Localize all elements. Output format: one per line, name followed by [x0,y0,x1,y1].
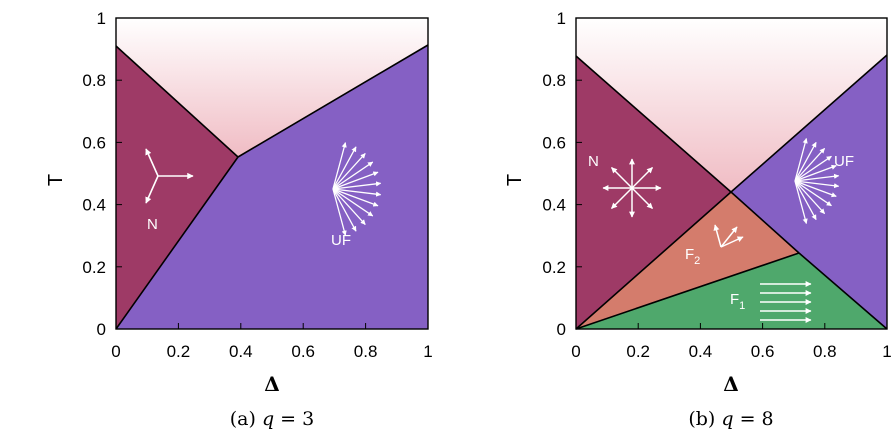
phase-label-uf-b: UF [834,153,854,170]
arrow-line [332,188,374,217]
plot-frame-b [575,17,888,330]
region-f2-b [576,192,799,329]
arrow-line [794,173,840,182]
region-uf-a [116,45,428,329]
x-tick-label-b: 0.6 [751,342,775,361]
x-tick-label-a: 0.4 [229,342,253,361]
phase-label-f2: F2 [685,246,700,267]
x-tick-label-b: 0.2 [626,342,650,361]
f2-phase-arrows-icon [713,224,744,248]
f1-phase-arrows-icon [760,281,812,323]
x-tick-label-b: 0.8 [813,342,837,361]
x-tick-label-a: 0 [111,342,120,361]
x-tick-label-a: 0.6 [291,342,315,361]
phase-label-uf-a: UF [331,232,351,249]
arrow-line [332,188,379,207]
y-tick-label-a: 0.2 [82,258,106,277]
arrow-line [332,153,366,190]
arrow-line [794,180,826,214]
y-tick-label-b: 1 [557,9,566,28]
y-tick-label-b: 0.6 [542,133,566,152]
y-axis-label-b: T [504,174,526,186]
y-tick-label-b: 0 [557,320,566,339]
axis-ticks-a: 0 0.2 0.4 0.6 0.8 1 0 0.2 0.4 0.6 0.8 1 [82,9,432,361]
phase-boundaries-a [115,44,429,330]
arrow-line [610,187,633,210]
y-axis-label-a: T [45,174,67,186]
plot-frame-a [115,17,429,330]
uf-phase-arrows-icon-b [794,137,840,225]
x-axis-label-a: Δ [264,372,280,396]
n-phase-arrows-icon-a [145,148,194,204]
y-tick-label-a: 0.4 [82,196,106,215]
uf-phase-arrows-icon-a [332,142,382,236]
arrow-line [794,180,808,225]
caption-a: (a) q = 3 [230,408,314,430]
y-tick-label-b: 0.2 [542,258,566,277]
y-tick-label-a: 0 [97,320,106,339]
arrow-line [332,181,382,190]
x-axis-label-b: Δ [723,372,739,396]
arrow-line [794,164,837,182]
paramagnetic-region-a [116,18,428,157]
arrow-line [631,187,654,210]
panel-a: N UF 0 0.2 0.4 0.6 0.8 1 0 0.2 0.4 0.6 0.8 1 T Δ (a… [45,9,433,430]
arrow-line [794,180,840,189]
region-uf-b [731,55,887,329]
arrow-line [332,142,347,190]
y-tick-label-a: 1 [97,9,106,28]
x-tick-label-a: 0.8 [354,342,378,361]
axis-ticks-b: 0 0.2 0.4 0.6 0.8 1 0 0.2 0.4 0.6 0.8 1 [542,9,891,361]
x-tick-label-b: 1 [882,342,891,361]
x-tick-label-b: 0 [571,342,580,361]
phase-label-n-b: N [588,153,599,170]
caption-b: (b) q = 8 [688,408,773,430]
arrow-line [794,180,837,198]
arrow-line [631,166,654,189]
phase-label-n-a: N [147,216,158,233]
phase-boundaries-b [575,54,888,330]
arrow-line [610,166,633,189]
arrow-line [332,171,379,190]
arrow-line [332,188,382,197]
arrow-line [794,155,832,182]
arrow-line [332,188,366,225]
arrow-line [332,188,357,232]
x-tick-label-a: 0.2 [167,342,191,361]
paramagnetic-region-b [576,18,887,192]
arrow-line [332,161,374,190]
x-tick-label-a: 1 [423,342,432,361]
y-tick-label-a: 0.6 [82,133,106,152]
arrow-line [794,180,817,221]
arrow-line [332,146,357,190]
arrow-line [794,137,808,182]
arrow-line [332,188,347,236]
y-tick-label-b: 0.4 [542,196,566,215]
y-tick-label-a: 0.8 [82,71,106,90]
y-tick-label-b: 0.8 [542,71,566,90]
n-phase-arrows-icon-b [602,158,662,218]
phase-label-f1: F1 [730,291,745,312]
x-tick-label-b: 0.4 [689,342,713,361]
panel-b: N UF F2 F1 0 0.2 0.4 0.6 0.8 100.20.40.60.81 … [504,9,891,430]
arrow-line [794,141,817,182]
arrow-line [794,148,826,182]
region-n-a [116,46,238,329]
region-n-b [576,56,731,329]
arrow-line [794,180,832,207]
